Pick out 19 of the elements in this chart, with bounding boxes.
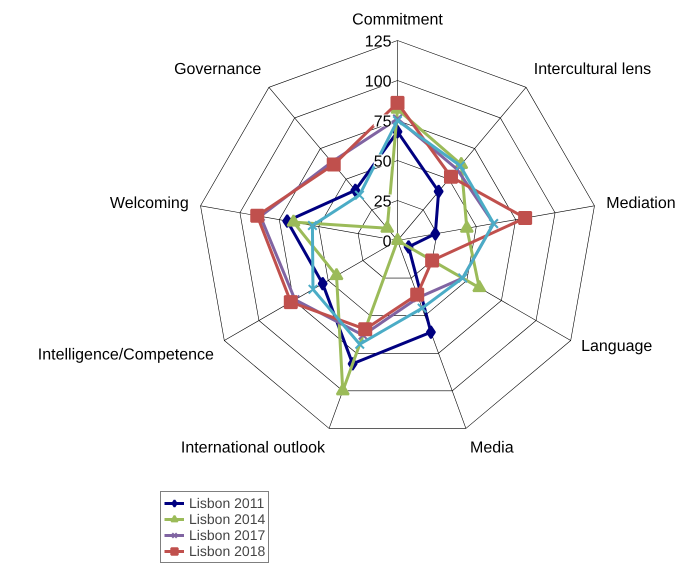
spoke-label: Commitment — [352, 12, 444, 28]
spoke-label: International outlook — [180, 440, 326, 457]
legend-label: Lisbon 2018 — [189, 543, 266, 559]
spoke-label: Governance — [174, 61, 262, 78]
spoke-label: Mediation — [606, 195, 676, 212]
spoke-label: Intelligence/Competence — [38, 346, 214, 364]
y-tick-label: 25 — [374, 194, 392, 210]
spoke-label: Language — [581, 338, 652, 355]
y-tick-label: 0 — [382, 234, 392, 250]
legend-label: Lisbon 2011 — [189, 495, 264, 511]
y-tick-label: 75 — [374, 114, 392, 130]
spoke-label: Intercultural lens — [534, 61, 652, 78]
legend-label: Lisbon 2014 — [189, 511, 266, 527]
legend-label: Lisbon 2017 — [189, 527, 266, 543]
spoke-label: Media — [470, 440, 514, 457]
y-tick-label: 100 — [364, 74, 392, 90]
spoke-label: Welcoming — [110, 195, 189, 212]
y-tick-label: 50 — [374, 154, 392, 170]
y-tick-label: 125 — [364, 34, 392, 50]
